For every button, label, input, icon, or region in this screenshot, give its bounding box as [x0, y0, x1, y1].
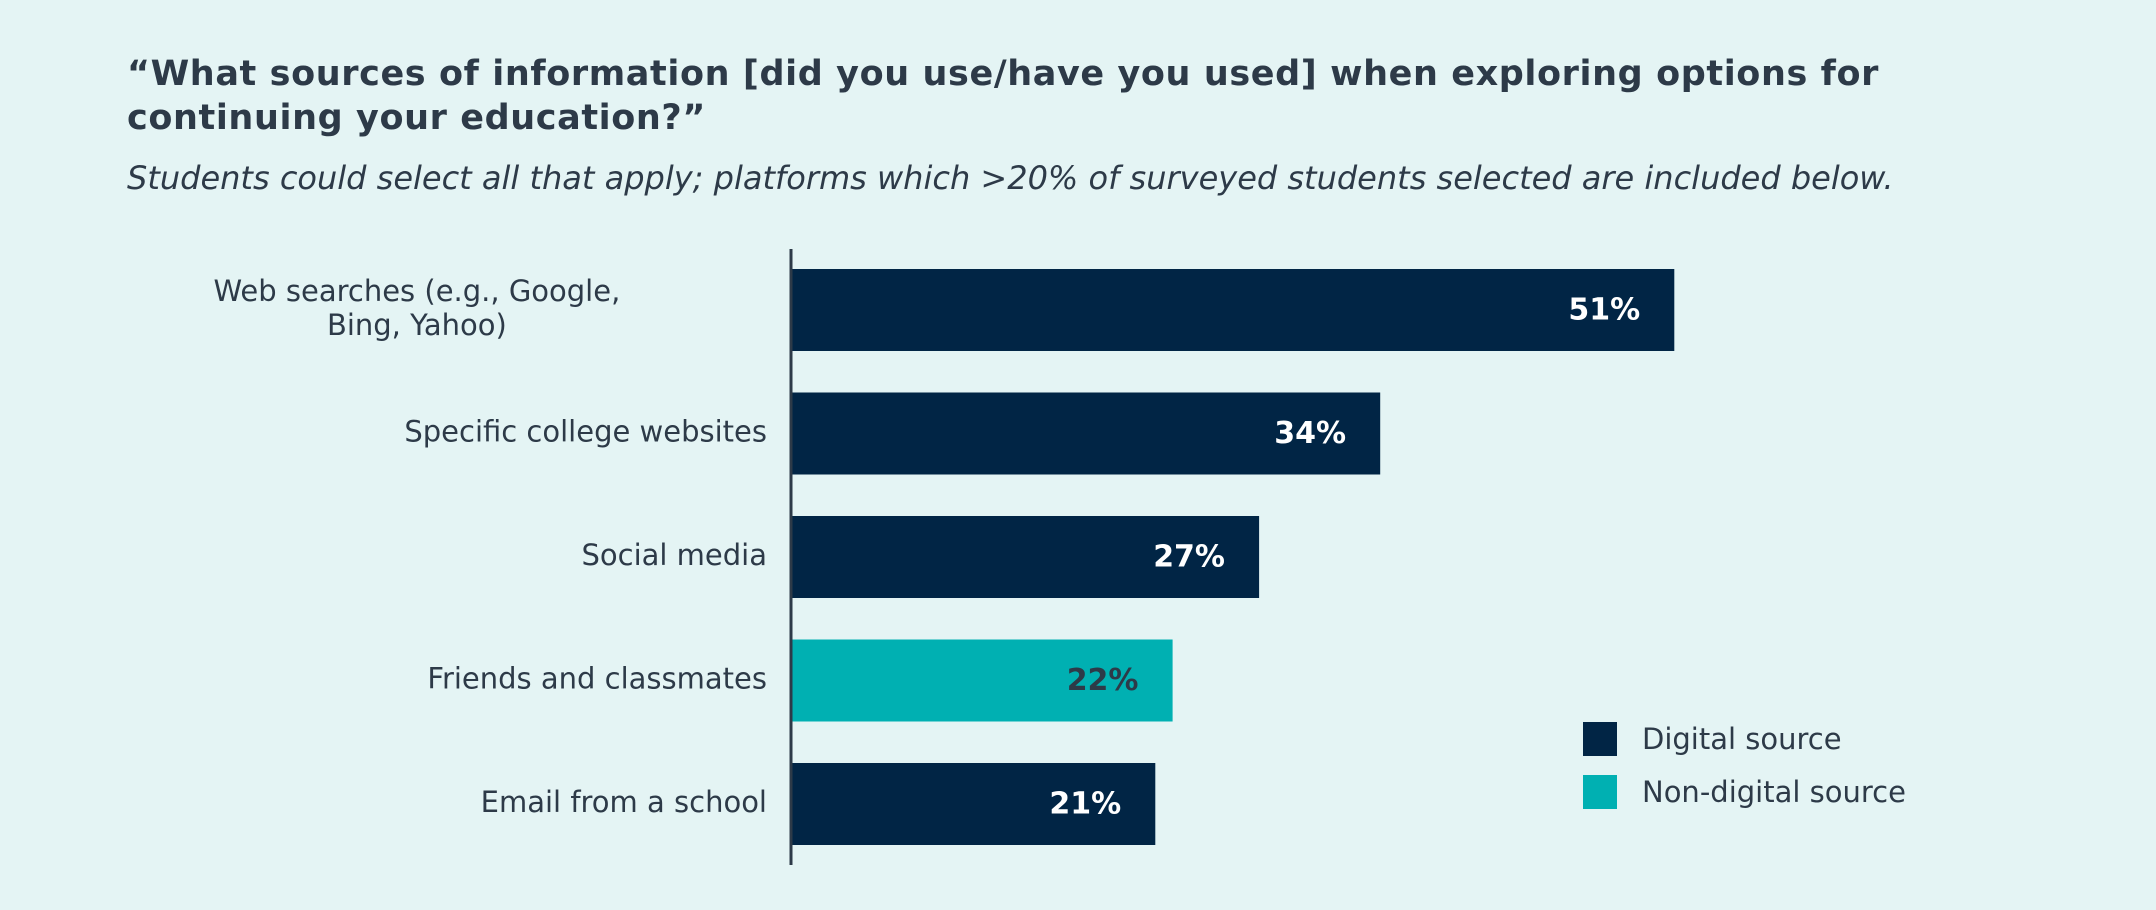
- category-label-3-line-0: Friends and classmates: [427, 662, 767, 696]
- category-label-3: Friends and classmates: [427, 662, 767, 696]
- category-label-1: Specific college websites: [404, 415, 767, 449]
- chart-title: “What sources of information [did you us…: [127, 54, 1880, 138]
- category-label-4-line-0: Email from a school: [481, 785, 767, 819]
- legend-item-non-digital[interactable]: Non-digital source: [1583, 775, 1906, 809]
- category-labels: Web searches (e.g., Google, Bing, Yahoo) S…: [213, 274, 767, 819]
- category-label-1-line-0: Specific college websites: [404, 415, 767, 449]
- bar-0[interactable]: [792, 269, 1675, 351]
- category-label-0: Web searches (e.g., Google, Bing, Yahoo): [213, 274, 620, 342]
- category-label-0-line-0: Web searches (e.g., Google,: [213, 274, 620, 308]
- legend-item-digital[interactable]: Digital source: [1583, 722, 1906, 756]
- chart-subtitle: Students could select all that apply; pl…: [127, 159, 1894, 197]
- bar-2[interactable]: [792, 516, 1260, 598]
- bar-3[interactable]: [792, 639, 1173, 722]
- value-label-0: 51%: [1568, 293, 1640, 328]
- bars-layer: 51% 34% 27% 22% 21%: [792, 269, 1675, 845]
- value-label-1: 34%: [1274, 416, 1346, 451]
- value-label-4: 21%: [1049, 787, 1121, 822]
- legend-label-digital: Digital source: [1642, 722, 1842, 756]
- legend-swatch-non-digital: [1583, 775, 1617, 809]
- legend-swatch-digital: [1583, 722, 1617, 756]
- category-label-2-line-0: Social media: [581, 538, 767, 572]
- bar-1[interactable]: [792, 392, 1381, 475]
- value-label-3: 22%: [1067, 663, 1139, 698]
- category-label-0-line-1: Bing, Yahoo): [327, 308, 507, 342]
- value-label-2: 27%: [1153, 540, 1225, 575]
- bar-4[interactable]: [792, 763, 1156, 845]
- legend: Digital source Non-digital source: [1583, 722, 1906, 828]
- legend-label-non-digital: Non-digital source: [1642, 775, 1906, 809]
- category-label-2: Social media: [581, 538, 767, 572]
- category-label-4: Email from a school: [481, 785, 767, 819]
